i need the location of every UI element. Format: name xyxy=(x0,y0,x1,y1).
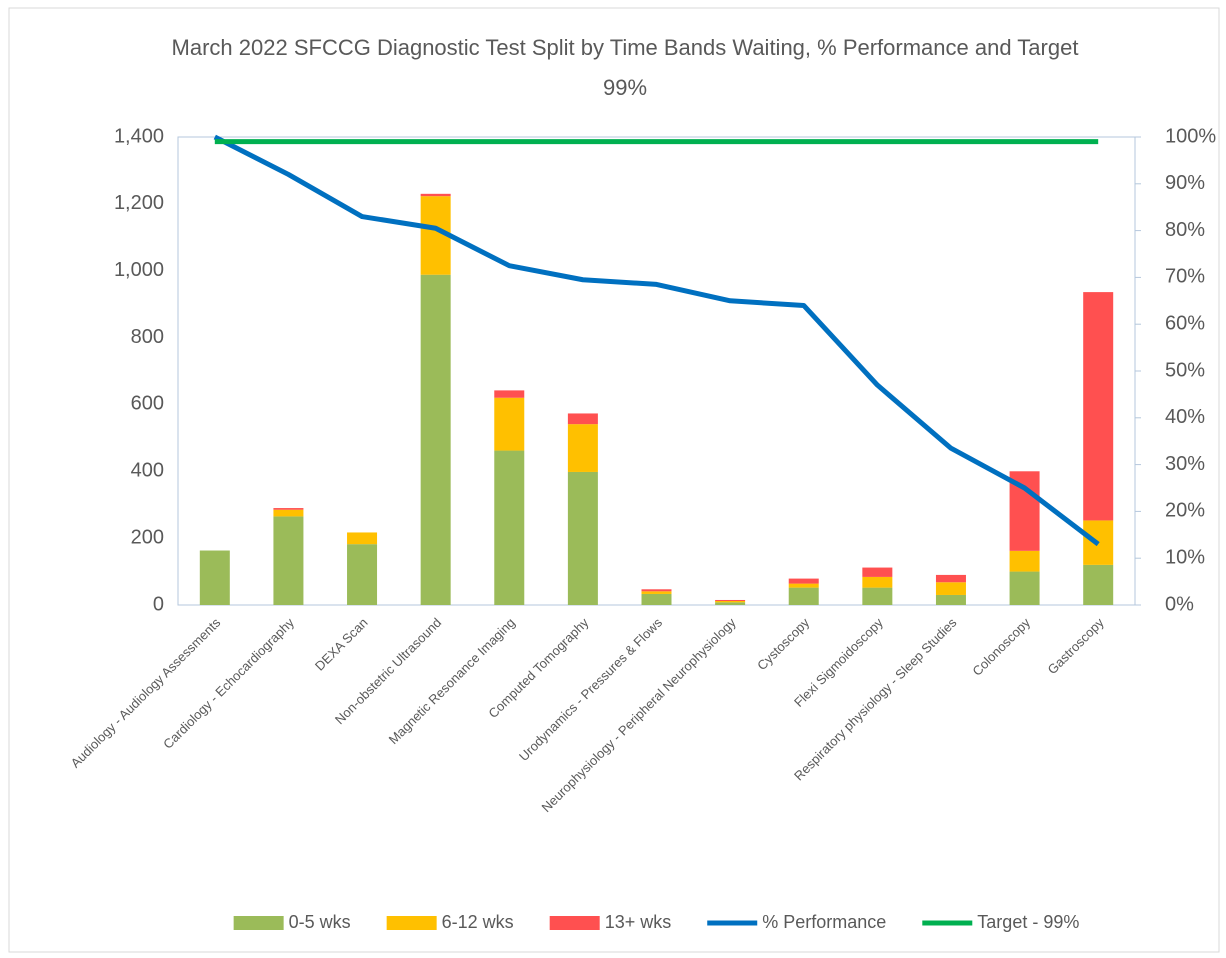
y-tick-label: 1,200 xyxy=(114,192,164,214)
bar-segment xyxy=(641,589,672,592)
y-tick-label: 800 xyxy=(131,326,164,348)
y2-tick-label: 0% xyxy=(1165,593,1194,615)
legend-label: Target - 99% xyxy=(977,912,1079,932)
y2-tick-label: 70% xyxy=(1165,266,1205,288)
bar-segment xyxy=(715,600,746,603)
legend-swatch xyxy=(233,916,284,930)
bar-segment xyxy=(273,516,304,605)
bar-segment xyxy=(1009,571,1040,605)
bar-segment xyxy=(788,587,819,605)
bar-segment xyxy=(273,509,304,517)
line xyxy=(213,134,1100,547)
y-tick-label: 400 xyxy=(131,460,164,482)
bar-segment xyxy=(862,587,893,605)
legend-label: 13+ wks xyxy=(605,912,672,932)
y2-tick-label: 40% xyxy=(1165,406,1205,428)
y-tick-label: 1,400 xyxy=(114,125,164,147)
bar-segment xyxy=(567,471,598,605)
bar-segment xyxy=(420,274,451,605)
y-tick-label: 200 xyxy=(131,526,164,548)
legend-label: % Performance xyxy=(762,912,886,932)
bar-segment xyxy=(494,390,525,398)
bar-segment xyxy=(715,602,746,605)
title-box: March 2022 SFCCG Diagnostic Test Split b… xyxy=(171,35,1079,100)
bar-segment xyxy=(788,578,819,584)
bar-segment xyxy=(420,193,451,197)
bar-segment xyxy=(862,567,893,577)
bar-segment xyxy=(1009,550,1040,572)
y-tick-label: 600 xyxy=(131,393,164,415)
bar-segment xyxy=(715,599,746,601)
y2-tick-label: 100% xyxy=(1165,125,1216,147)
y-tick-label: 1,000 xyxy=(114,259,164,281)
legend-swatch xyxy=(386,916,437,930)
bar-segment xyxy=(641,593,672,605)
y2-tick-label: 10% xyxy=(1165,546,1205,568)
legend-label: 6-12 wks xyxy=(442,912,514,932)
bar-segment xyxy=(862,576,893,588)
y2-tick-label: 30% xyxy=(1165,453,1205,475)
y2-tick-label: 50% xyxy=(1165,359,1205,381)
bar-segment xyxy=(494,397,525,451)
bar-segment xyxy=(1083,292,1114,521)
bar-segment xyxy=(567,413,598,425)
bar-segment xyxy=(935,594,966,605)
bar-segment xyxy=(567,424,598,472)
legend-label: 0-5 wks xyxy=(289,912,351,932)
bar-segment xyxy=(788,583,819,588)
legend: 0-5 wks 6-12 wks 13+ wks % Performance Targe… xyxy=(233,912,1079,932)
chart-title: March 2022 SFCCG Diagnostic Test Split b… xyxy=(171,35,1079,100)
y2-tick-label: 80% xyxy=(1165,219,1205,241)
y2-tick-label: 60% xyxy=(1165,312,1205,334)
bar-segment xyxy=(273,508,304,510)
bar-segment xyxy=(935,582,966,595)
bar-segment xyxy=(347,544,378,605)
bar-segment xyxy=(1083,564,1114,605)
y2-tick-label: 20% xyxy=(1165,500,1205,522)
bar-segment xyxy=(494,450,525,605)
y-tick-label: 0 xyxy=(153,593,164,615)
legend-swatch xyxy=(549,916,600,930)
y2-tick-label: 90% xyxy=(1165,172,1205,194)
bar-segment xyxy=(347,532,378,545)
bar-segment xyxy=(935,574,966,583)
bar-segment xyxy=(199,550,230,605)
bar-segment xyxy=(641,591,672,594)
